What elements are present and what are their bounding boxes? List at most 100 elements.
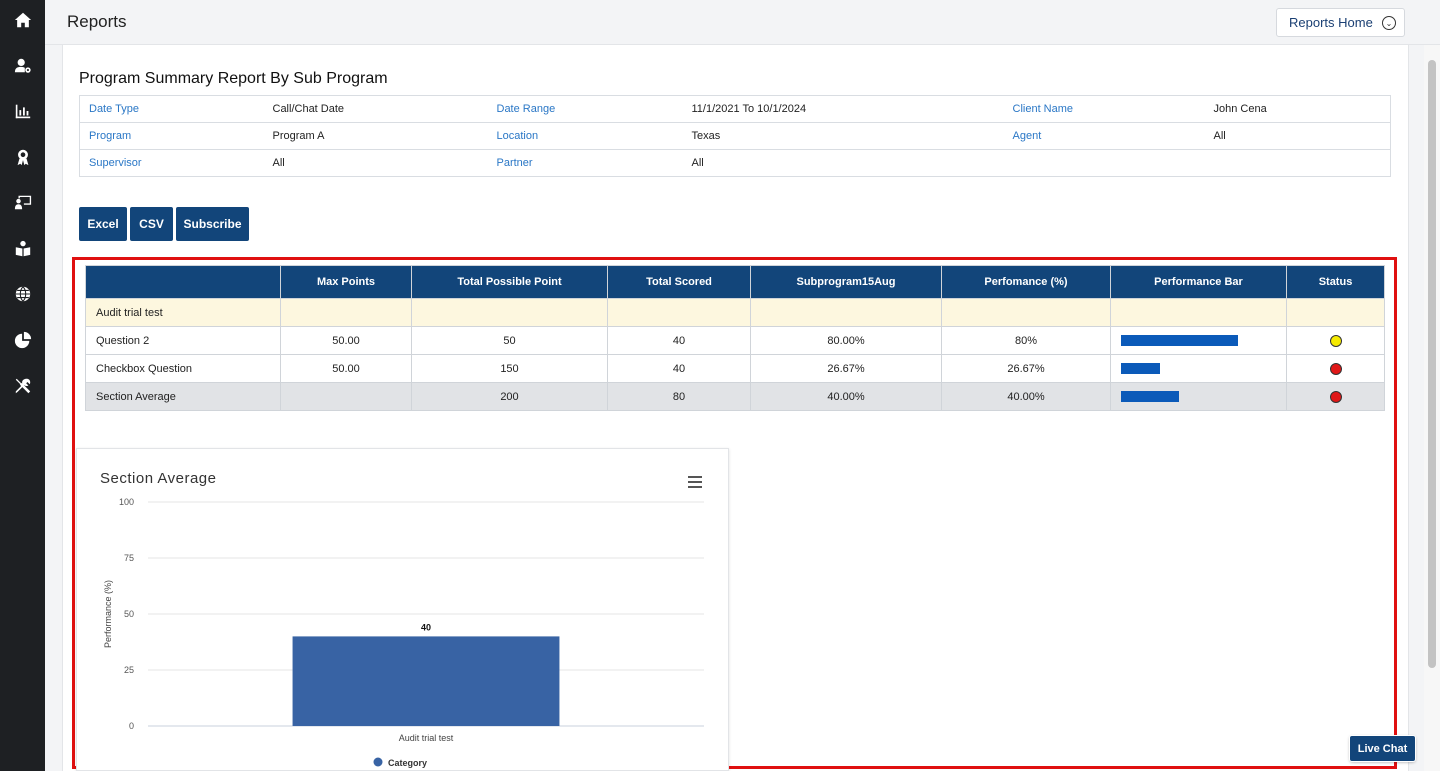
filter-label: Client Name (1003, 95, 1205, 123)
performance-cell: 80% (941, 326, 1111, 355)
question-name: Question 2 (85, 326, 281, 355)
bar-chart-icon (15, 104, 30, 119)
filter-summary-table: Date Type Call/Chat Date Date Range 11/1… (79, 95, 1391, 177)
table-row: Question 2 50.00 50 40 80.00% 80% (85, 326, 1385, 355)
table-cell (280, 298, 412, 327)
user-settings-icon (14, 58, 31, 73)
globe-icon (15, 286, 30, 302)
reports-home-dropdown[interactable]: Reports Home ⌄ (1276, 8, 1405, 37)
filter-row: Program Program A Location Texas Agent A… (79, 122, 1391, 150)
column-header: Max Points (280, 265, 412, 299)
filter-label: Program (79, 122, 264, 150)
status-indicator (1329, 390, 1342, 403)
sidebar-item-home[interactable] (0, 6, 45, 34)
performance-cell: 26.67% (941, 354, 1111, 383)
page-title: Reports (67, 12, 127, 31)
section-average-label: Section Average (85, 382, 281, 411)
performance-bar (1121, 363, 1160, 374)
scrollbar-thumb[interactable] (1428, 60, 1436, 668)
table-cell (750, 298, 942, 327)
sidebar-item-globe[interactable] (0, 280, 45, 308)
performance-bar (1121, 391, 1180, 402)
csv-button[interactable]: CSV (130, 207, 173, 241)
sidebar-item-award[interactable] (0, 143, 45, 171)
highlight-frame (72, 257, 1397, 769)
filter-value (1204, 149, 1391, 177)
performance-bar-cell (1110, 326, 1287, 355)
live-chat-button[interactable]: Live Chat (1350, 736, 1415, 761)
filter-row: Date Type Call/Chat Date Date Range 11/1… (79, 95, 1391, 123)
possible-points-cell: 200 (411, 382, 608, 411)
legend-marker (373, 757, 383, 767)
chart-menu-icon[interactable] (688, 476, 702, 488)
performance-table: Max Points Total Possible Point Total Sc… (85, 265, 1385, 411)
performance-bar-cell (1110, 354, 1287, 383)
sidebar-item-bar-chart[interactable] (0, 97, 45, 125)
y-tick-label: 75 (124, 553, 134, 563)
column-header: Perfomance (%) (941, 265, 1111, 299)
section-name: Audit trial test (85, 298, 281, 327)
sidebar-item-user-settings[interactable] (0, 52, 45, 80)
tools-icon (15, 378, 30, 394)
performance-bar (1121, 335, 1238, 346)
chart-bar (292, 636, 560, 726)
y-axis-label: Performance (%) (103, 580, 113, 648)
table-cell (607, 298, 751, 327)
legend-label: Category (388, 758, 427, 768)
performance-cell: 40.00% (941, 382, 1111, 411)
award-icon (17, 149, 28, 166)
filter-value: All (682, 149, 1004, 177)
filter-label: Location (487, 122, 683, 150)
sidebar-item-pie-chart[interactable] (0, 326, 45, 354)
excel-button[interactable]: Excel (79, 207, 127, 241)
filter-value: 11/1/2021 To 10/1/2024 (682, 95, 1004, 123)
pie-chart-icon (14, 331, 31, 349)
x-tick-label: Audit trial test (399, 733, 454, 743)
data-label: 40 (421, 622, 431, 632)
column-header: Performance Bar (1110, 265, 1287, 299)
y-tick-label: 100 (119, 497, 134, 507)
filter-label (1003, 149, 1205, 177)
sidebar-item-tools[interactable] (0, 372, 45, 400)
report-title: Program Summary Report By Sub Program (79, 70, 388, 87)
max-points-cell (280, 382, 412, 411)
filter-value: John Cena (1204, 95, 1391, 123)
filter-value: Call/Chat Date (263, 95, 488, 123)
y-tick-label: 25 (124, 665, 134, 675)
filter-label: Agent (1003, 122, 1205, 150)
y-tick-label: 0 (129, 721, 134, 731)
status-cell (1286, 326, 1385, 355)
book-reader-icon (15, 240, 30, 257)
total-scored-cell: 80 (607, 382, 751, 411)
status-indicator (1329, 362, 1342, 375)
filter-label: Date Type (79, 95, 264, 123)
section-row: Audit trial test (85, 298, 1385, 327)
filter-value: All (1204, 122, 1391, 150)
subscribe-button[interactable]: Subscribe (176, 207, 249, 241)
table-cell (1286, 298, 1385, 327)
filter-value: Program A (263, 122, 488, 150)
column-header (85, 265, 281, 299)
filter-label: Date Range (487, 95, 683, 123)
max-points-cell: 50.00 (280, 326, 412, 355)
table-cell (1110, 298, 1287, 327)
sidebar-item-book-reader[interactable] (0, 235, 45, 263)
status-cell (1286, 382, 1385, 411)
column-header: Status (1286, 265, 1385, 299)
max-points-cell: 50.00 (280, 354, 412, 383)
y-tick-label: 50 (124, 609, 134, 619)
sidebar (0, 0, 45, 771)
total-scored-cell: 40 (607, 326, 751, 355)
section-average-row: Section Average 200 80 40.00% 40.00% (85, 382, 1385, 411)
table-cell (411, 298, 608, 327)
section-average-chart: 0 25 50 75 100 40 Audit trial test Performance … (103, 497, 704, 768)
reports-home-label: Reports Home (1289, 15, 1373, 30)
filter-row: Supervisor All Partner All (79, 149, 1391, 177)
sidebar-item-presentation[interactable] (0, 188, 45, 216)
performance-bar-cell (1110, 382, 1287, 411)
table-header-row: Max Points Total Possible Point Total Sc… (85, 265, 1385, 299)
subprogram-cell: 26.67% (750, 354, 942, 383)
column-header: Total Scored (607, 265, 751, 299)
filter-value: All (263, 149, 488, 177)
home-icon (14, 12, 31, 28)
